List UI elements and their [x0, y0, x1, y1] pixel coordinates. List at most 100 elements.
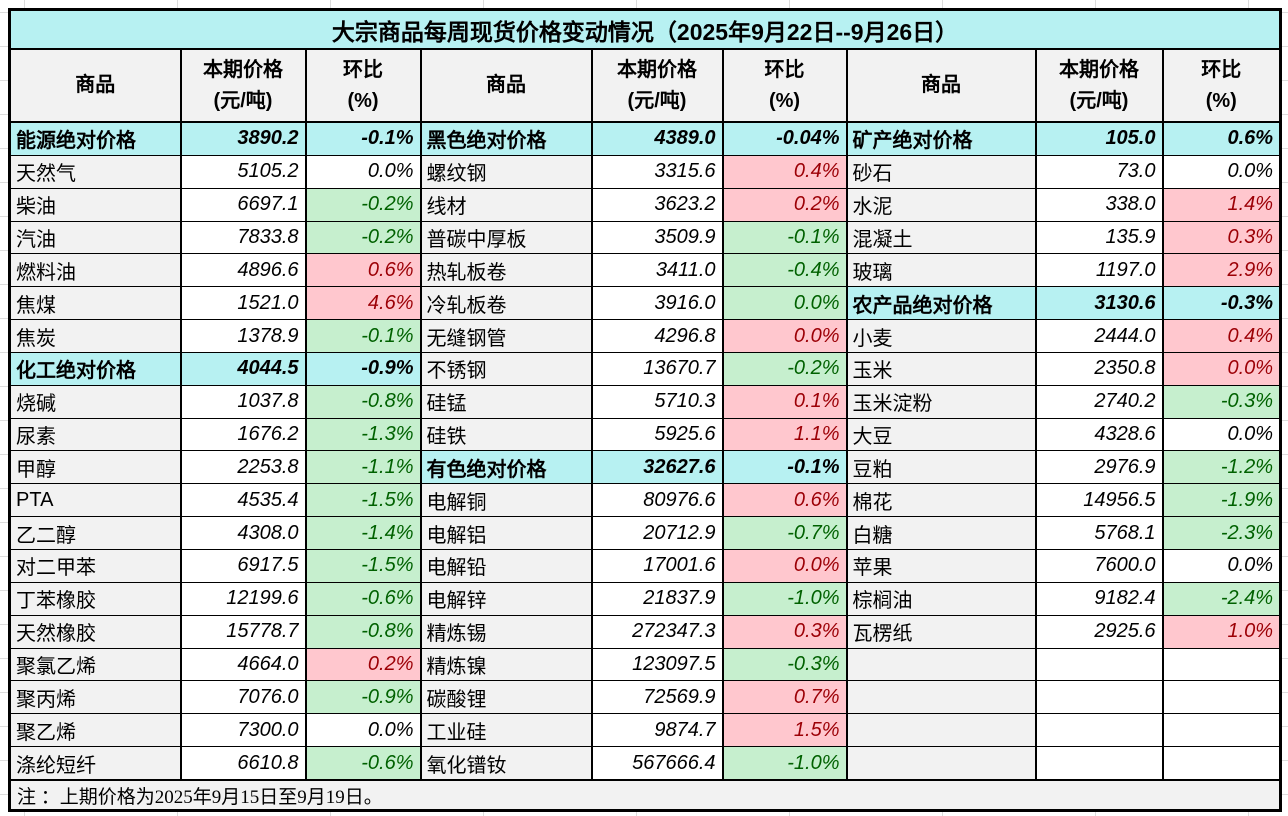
page-title: 大宗商品每周现货价格变动情况（2025年9月22日--9月26日） — [8, 9, 1282, 50]
price-cell: 2925.6 — [1034, 614, 1164, 649]
price-cell: 4308.0 — [179, 516, 307, 551]
table-row: 焦煤 1521.0 4.6% 冷轧板卷 3916.0 0.0% 农产品绝对价格 3130.6-… — [8, 286, 1282, 321]
commodity-name-cell: 热轧板卷 — [419, 253, 593, 288]
commodity-name-cell: 硅锰 — [419, 384, 593, 419]
header-price-label: 本期价格 — [617, 58, 697, 81]
pct-cell: -0.8% — [304, 614, 422, 649]
price-cell: 4328.6 — [1034, 417, 1164, 452]
price-cell: 3130.6 — [1034, 286, 1164, 321]
pct-cell: 1.4% — [1161, 187, 1282, 222]
commodity-name-cell: 瓦楞纸 — [845, 614, 1037, 649]
price-cell: 9182.4 — [1034, 581, 1164, 616]
note-row: 注 ：上期价格为2025年9月15日至9月19日。 — [8, 779, 1282, 811]
header-pct-unit: (%) — [1205, 89, 1237, 112]
pct-cell: 0.0% — [721, 286, 848, 321]
price-cell: 3411.0 — [590, 253, 724, 288]
price-cell: 6697.1 — [179, 187, 307, 222]
commodity-name-cell: 焦炭 — [8, 319, 182, 353]
commodity-name-cell: 精炼锡 — [419, 614, 593, 649]
table-row: 燃料油 4896.6 0.6% 热轧板卷 3411.0 -0.4% 玻璃 1197.0 2.9% — [8, 253, 1282, 288]
pct-cell: 0.1% — [721, 384, 848, 419]
commodity-name-cell — [845, 713, 1037, 748]
commodity-name-cell: PTA — [8, 483, 182, 518]
price-cell: 3623.2 — [590, 187, 724, 222]
pct-cell: -0.8% — [304, 384, 422, 419]
pct-cell: -0.2% — [304, 220, 422, 255]
table-row: 甲醇 2253.8 -1.1% 有色绝对价格 32627.6 -0.1% 豆粕 2976.9-… — [8, 450, 1282, 485]
pct-cell — [1161, 713, 1282, 748]
title-row: 大宗商品每周现货价格变动情况（2025年9月22日--9月26日） — [8, 9, 1282, 50]
pct-cell: 0.4% — [721, 154, 848, 189]
commodity-name-cell: 烧碱 — [8, 384, 182, 419]
pct-cell: -0.1% — [304, 319, 422, 353]
commodity-name-cell — [845, 746, 1037, 781]
price-cell: 105.0 — [1034, 121, 1164, 156]
price-cell: 1037.8 — [179, 384, 307, 419]
pct-cell: 0.7% — [721, 680, 848, 715]
header-commodity-3: 商品 — [845, 48, 1037, 123]
price-cell: 3509.9 — [590, 220, 724, 255]
commodity-name-cell: 线材 — [419, 187, 593, 222]
price-cell: 5105.2 — [179, 154, 307, 189]
commodity-name-cell: 硅铁 — [419, 417, 593, 452]
pct-cell: -0.3% — [721, 647, 848, 682]
table-row: 聚丙烯 7076.0 -0.9% 碳酸锂 72569.9 0.7% — [8, 680, 1282, 715]
pct-cell: 2.9% — [1161, 253, 1282, 288]
pct-cell: 0.6% — [1161, 121, 1282, 156]
pct-cell: -0.1% — [304, 121, 422, 156]
header-price-3: 本期价格 (元/吨) — [1034, 48, 1164, 123]
pct-cell: 0.6% — [304, 253, 422, 288]
pct-cell: -1.1% — [304, 450, 422, 485]
price-cell: 1378.9 — [179, 319, 307, 353]
pct-cell: -1.4% — [304, 516, 422, 551]
price-cell — [1034, 713, 1164, 748]
price-cell: 7076.0 — [179, 680, 307, 715]
price-cell: 4044.5 — [179, 351, 307, 386]
commodity-name-cell: 乙二醇 — [8, 516, 182, 551]
commodity-name-cell: 混凝土 — [845, 220, 1037, 255]
commodity-name-cell: 焦煤 — [8, 286, 182, 321]
price-cell: 80976.6 — [590, 483, 724, 518]
header-price-label: 本期价格 — [203, 58, 283, 81]
table-row: 聚氯乙烯 4664.0 0.2% 精炼镍 123097.5 -0.3% — [8, 647, 1282, 682]
price-table: 大宗商品每周现货价格变动情况（2025年9月22日--9月26日） 商品 本期价… — [8, 8, 1283, 812]
pct-cell: -1.5% — [304, 549, 422, 583]
commodity-name-cell: 水泥 — [845, 187, 1037, 222]
pct-cell — [1161, 647, 1282, 682]
commodity-name-cell: 柴油 — [8, 187, 182, 222]
section-name-cell: 农产品绝对价格 — [845, 286, 1037, 321]
commodity-name-cell: 聚丙烯 — [8, 680, 182, 715]
price-cell: 3315.6 — [590, 154, 724, 189]
commodity-name-cell: 无缝钢管 — [419, 319, 593, 353]
table-row: 丁苯橡胶 12199.6 -0.6% 电解锌 21837.9 -1.0% 棕榈油 9182.4… — [8, 581, 1282, 616]
header-price-unit: (元/吨) — [1069, 89, 1129, 112]
section-name-cell: 化工绝对价格 — [8, 351, 182, 386]
price-cell: 73.0 — [1034, 154, 1164, 189]
pct-cell: -1.9% — [1161, 483, 1282, 518]
pct-cell: 4.6% — [304, 286, 422, 321]
table-row: 尿素 1676.2 -1.3% 硅铁 5925.6 1.1% 大豆 4328.6 0.0% — [8, 417, 1282, 452]
pct-cell: 0.0% — [1161, 417, 1282, 452]
price-cell: 5925.6 — [590, 417, 724, 452]
pct-cell: -0.6% — [304, 581, 422, 616]
section-name-cell: 黑色绝对价格 — [419, 121, 593, 156]
price-cell: 2350.8 — [1034, 351, 1164, 386]
price-cell: 338.0 — [1034, 187, 1164, 222]
commodity-name-cell: 甲醇 — [8, 450, 182, 485]
commodity-name-cell: 白糖 — [845, 516, 1037, 551]
header-row: 商品 本期价格 (元/吨) 环比 (%) 商品 本期价格 (元/吨) 环比 (%) 商品… — [8, 48, 1282, 123]
price-cell: 1197.0 — [1034, 253, 1164, 288]
pct-cell: -0.4% — [721, 253, 848, 288]
header-price-label: 本期价格 — [1059, 58, 1139, 81]
header-price-1: 本期价格 (元/吨) — [179, 48, 307, 123]
commodity-name-cell: 棕榈油 — [845, 581, 1037, 616]
price-cell: 4389.0 — [590, 121, 724, 156]
price-cell: 32627.6 — [590, 450, 724, 485]
table-row: 聚乙烯 7300.0 0.0% 工业硅 9874.7 1.5% — [8, 713, 1282, 748]
header-commodity-2: 商品 — [419, 48, 593, 123]
commodity-name-cell: 豆粕 — [845, 450, 1037, 485]
price-cell: 567666.4 — [590, 746, 724, 781]
header-pct-1: 环比 (%) — [304, 48, 422, 123]
price-cell: 2976.9 — [1034, 450, 1164, 485]
pct-cell: 0.0% — [1161, 549, 1282, 583]
